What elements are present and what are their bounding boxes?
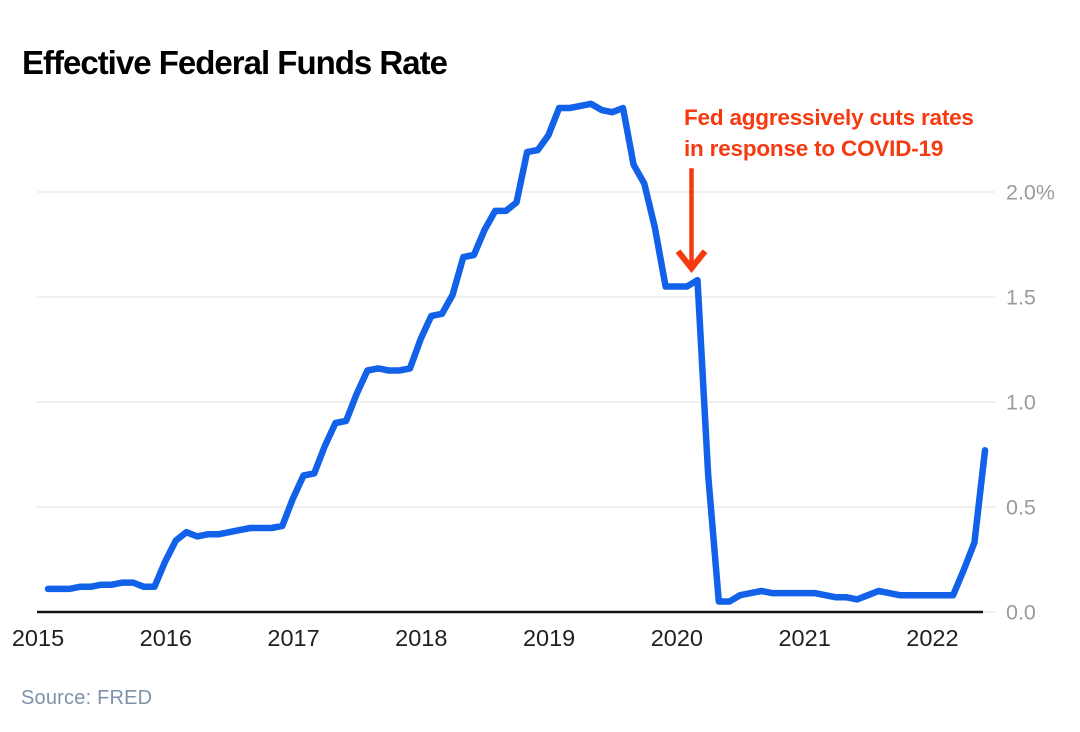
x-tick-label: 2019 <box>523 625 575 651</box>
y-tick-label: 1.0 <box>1006 391 1036 415</box>
y-tick-label: 0.0 <box>1006 601 1036 625</box>
y-tick-label: 0.5 <box>1006 496 1036 520</box>
x-tick-label: 2017 <box>267 625 319 651</box>
annotation-arrow-head <box>675 249 708 274</box>
source-credit: Source: FRED <box>21 687 153 709</box>
x-tick-label: 2021 <box>778 625 830 651</box>
effr-line-series <box>44 100 989 605</box>
annotation-line-1: Fed aggressively cuts rates <box>684 105 974 130</box>
chart-title: Effective Federal Funds Rate <box>22 44 448 82</box>
x-tick-label: 2022 <box>906 625 958 651</box>
x-tick-label: 2020 <box>651 625 703 651</box>
y-tick-label: 2.0% <box>1006 181 1055 205</box>
x-tick-label: 2016 <box>140 625 192 651</box>
y-tick-label: 1.5 <box>1006 286 1036 310</box>
x-tick-label: 2018 <box>395 625 447 651</box>
annotation-line-2: in response to COVID-19 <box>684 136 944 161</box>
x-tick-label: 2015 <box>12 625 64 651</box>
annotation-text: Fed aggressively cuts rates in response … <box>684 102 974 164</box>
